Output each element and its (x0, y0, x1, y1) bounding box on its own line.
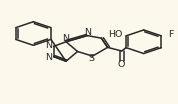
Text: N: N (62, 34, 69, 43)
Text: S: S (89, 54, 95, 63)
Text: HO: HO (108, 30, 123, 39)
Text: N: N (45, 41, 52, 50)
Text: O: O (118, 60, 125, 69)
Text: F: F (168, 30, 174, 39)
Text: N: N (45, 53, 52, 62)
Text: N: N (85, 28, 92, 37)
